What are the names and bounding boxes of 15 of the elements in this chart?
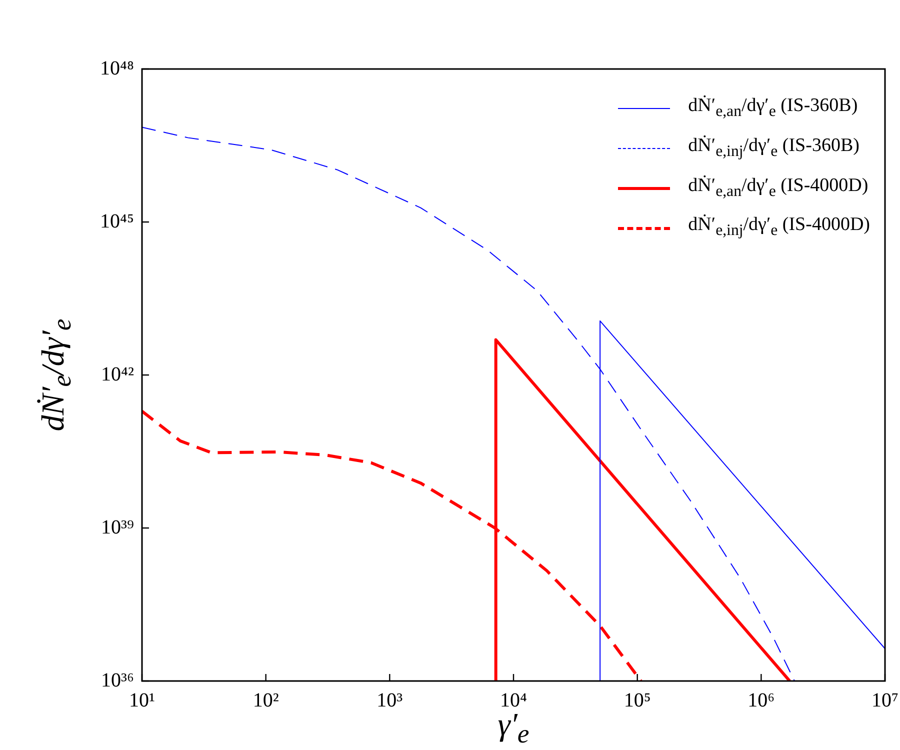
legend-label: dṄ′$_{e,an}$/dγ′$_{e}$ (IS-360B)	[688, 94, 858, 122]
x-tick-label: 10⁵	[624, 689, 651, 712]
y-tick-label: 10³⁶	[101, 669, 134, 692]
y-tick-label: 10⁴⁸	[100, 57, 134, 80]
legend-label: dṄ′$_{e,an}$/dγ′$_{e}$ (IS-4000D)	[688, 174, 868, 202]
y-tick-label: 10⁴⁵	[100, 210, 134, 232]
x-tick-label: 10⁷	[872, 689, 899, 712]
x-tick-label: 10¹	[129, 689, 155, 712]
x-tick-label: 10²	[252, 689, 279, 712]
y-tick-label: 10³⁹	[101, 516, 134, 538]
x-tick-label: 10³	[376, 689, 403, 712]
legend-label: dṄ′$_{e,inj}$/dγ′$_{e}$ (IS-360B)	[688, 134, 860, 162]
legend-label: dṄ′$_{e,inj}$/dγ′$_{e}$ (IS-4000D)	[688, 213, 870, 242]
y-tick-label: 10⁴²	[101, 363, 134, 386]
x-tick-label: 10⁶	[748, 689, 775, 712]
